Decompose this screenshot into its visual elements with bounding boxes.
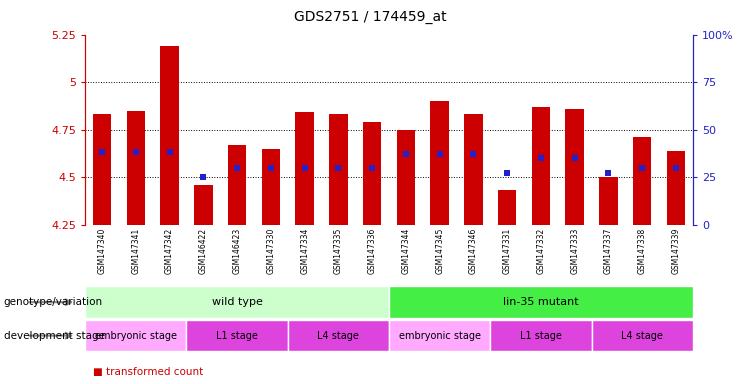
Text: lin-35 mutant: lin-35 mutant (503, 297, 579, 307)
Bar (491, 320, 591, 351)
Bar (591, 320, 693, 351)
Bar (396, 130, 415, 225)
Text: L1 stage: L1 stage (216, 331, 258, 341)
Text: embryonic stage: embryonic stage (95, 331, 177, 341)
Text: wild type: wild type (212, 297, 262, 307)
Bar (363, 122, 382, 225)
Bar (667, 151, 685, 225)
Bar (127, 111, 145, 225)
Bar (599, 177, 618, 225)
Bar (296, 113, 314, 225)
Bar (329, 114, 348, 225)
Bar (187, 320, 288, 351)
Bar (464, 114, 482, 225)
Bar (85, 286, 389, 318)
Bar (227, 145, 247, 225)
Text: embryonic stage: embryonic stage (399, 331, 481, 341)
Text: L1 stage: L1 stage (520, 331, 562, 341)
Bar (194, 185, 213, 225)
Text: genotype/variation: genotype/variation (4, 297, 103, 307)
Bar (565, 109, 584, 225)
Bar (498, 190, 516, 225)
Bar (288, 320, 389, 351)
Text: GDS2751 / 174459_at: GDS2751 / 174459_at (294, 10, 447, 23)
Bar (389, 320, 491, 351)
Bar (160, 46, 179, 225)
Bar (93, 114, 111, 225)
Bar (85, 320, 187, 351)
Bar (262, 149, 280, 225)
Text: development stage: development stage (4, 331, 104, 341)
Bar (431, 101, 449, 225)
Text: L4 stage: L4 stage (317, 331, 359, 341)
Bar (633, 137, 651, 225)
Text: L4 stage: L4 stage (621, 331, 663, 341)
Bar (389, 286, 693, 318)
Bar (531, 107, 551, 225)
Text: ■ transformed count: ■ transformed count (93, 367, 203, 377)
